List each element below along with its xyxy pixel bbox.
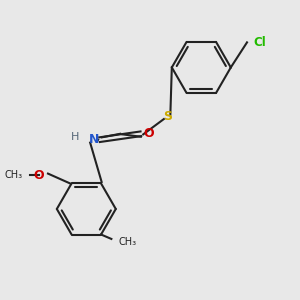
Text: CH₃: CH₃ xyxy=(5,170,23,180)
Text: S: S xyxy=(163,110,172,123)
Text: CH₃: CH₃ xyxy=(119,237,137,247)
Text: Cl: Cl xyxy=(253,36,266,49)
Text: N: N xyxy=(88,133,99,146)
Text: O: O xyxy=(33,169,44,182)
Text: O: O xyxy=(144,127,154,140)
Text: H: H xyxy=(70,132,79,142)
